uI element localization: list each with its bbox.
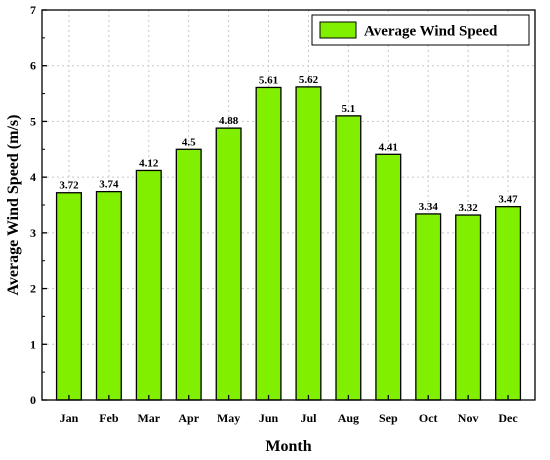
x-tick-label: Apr: [178, 411, 199, 425]
data-labels: 3.72 3.74 4.12 4.5 4.88 5.61 5.62 5.1 4.41 3.34 3.…: [59, 74, 518, 214]
x-axis-title: Month: [265, 438, 311, 455]
x-tick-label: Sep: [379, 411, 398, 425]
bar-dec: [495, 206, 522, 401]
x-tick-label: Jul: [300, 411, 317, 425]
bar-may: [215, 127, 242, 401]
x-tick-label: Aug: [338, 411, 359, 425]
bar-feb: [95, 190, 122, 401]
bar-sep: [375, 153, 402, 401]
axis-ticks: 0 1 2 3 4 5 6 7 Jan Feb Mar Apr May Jun Jul Aug Sep Oct No…: [30, 3, 518, 425]
data-label-nov: 3.32: [459, 202, 479, 214]
x-tick-label: Feb: [99, 411, 119, 425]
data-label-dec: 3.47: [498, 194, 518, 206]
y-tick-label: 0: [30, 393, 36, 407]
bar-series: [55, 86, 522, 401]
y-tick-label: 2: [30, 282, 36, 296]
legend-swatch: [319, 21, 357, 39]
data-label-apr: 4.5: [182, 136, 196, 148]
x-tick-label: Mar: [137, 411, 160, 425]
data-label-jan: 3.72: [59, 180, 79, 192]
bar-jan: [55, 192, 82, 401]
bar-jul: [295, 86, 322, 401]
bar-nov: [455, 214, 482, 401]
data-label-may: 4.88: [219, 115, 239, 127]
x-tick-label: Jun: [259, 411, 279, 425]
bar-apr: [175, 148, 202, 401]
bar-aug: [335, 115, 362, 401]
x-tick-label: Nov: [458, 411, 479, 425]
legend: Average Wind Speed: [311, 14, 530, 46]
data-label-feb: 3.74: [99, 179, 119, 191]
x-tick-label: Jan: [60, 411, 79, 425]
y-tick-label: 5: [30, 114, 36, 128]
legend-box: [311, 14, 530, 46]
legend-label: Average Wind Speed: [364, 24, 498, 40]
x-tick-label: Dec: [498, 411, 518, 425]
x-tick-label: May: [217, 411, 240, 425]
bar-jun: [255, 86, 282, 401]
data-label-oct: 3.34: [419, 201, 439, 213]
y-tick-label: 6: [30, 59, 36, 73]
bar-mar: [135, 169, 162, 401]
y-axis-title: Average Wind Speed (m/s): [5, 115, 22, 296]
x-tick-label: Oct: [419, 411, 438, 425]
bar-oct: [415, 213, 442, 401]
data-label-jun: 5.61: [259, 74, 278, 86]
data-label-mar: 4.12: [139, 157, 159, 169]
y-tick-label: 4: [30, 170, 36, 184]
data-label-sep: 4.41: [379, 141, 398, 153]
data-label-jul: 5.62: [299, 74, 319, 86]
y-tick-label: 3: [30, 226, 36, 240]
y-tick-label: 7: [30, 3, 36, 17]
y-tick-label: 1: [30, 337, 36, 351]
data-label-aug: 5.1: [342, 103, 356, 115]
